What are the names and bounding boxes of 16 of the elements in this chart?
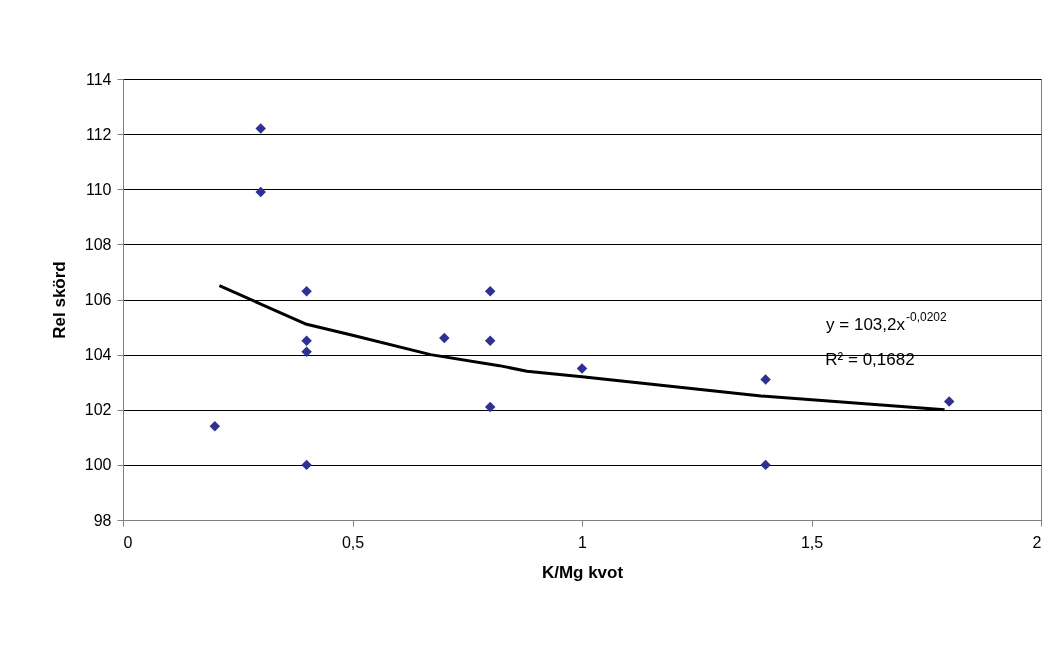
x-tick-label: 0 [123, 533, 133, 551]
y-tick-label: 112 [85, 125, 112, 143]
x-tick-label: 1 [578, 533, 588, 551]
x-axis-title: K/Mg kvot [541, 562, 624, 582]
y-tick-label: 104 [84, 346, 112, 364]
y-tick-label: 110 [85, 180, 112, 198]
x-tick-label: 1,5 [800, 533, 824, 551]
y-tick-label: 106 [84, 291, 112, 308]
y-tick-label: 100 [84, 456, 112, 474]
x-tick-label: 0,5 [341, 533, 365, 551]
y-tick-label: 114 [85, 70, 112, 88]
x-tick-label: 2 [1032, 533, 1042, 551]
y-tick-label: 98 [93, 511, 112, 529]
y-tick-label: 108 [84, 235, 112, 253]
y-tick-label: 102 [84, 401, 112, 419]
y-axis-title: Rel skörd [49, 261, 69, 339]
